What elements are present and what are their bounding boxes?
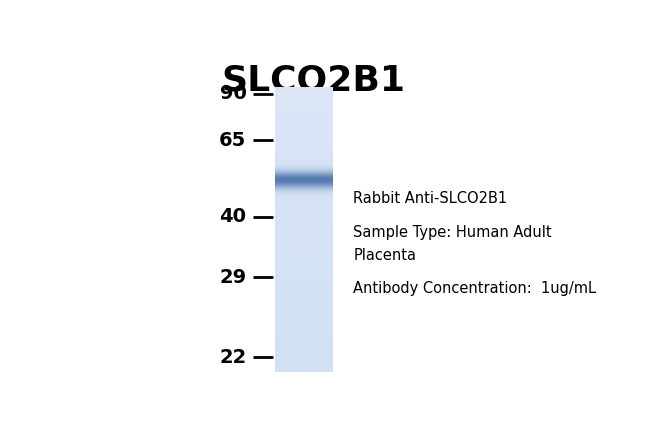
Text: Antibody Concentration:  1ug/mL: Antibody Concentration: 1ug/mL bbox=[354, 281, 596, 296]
Text: 40: 40 bbox=[220, 207, 246, 226]
Text: SLCO2B1: SLCO2B1 bbox=[221, 64, 405, 97]
Text: 29: 29 bbox=[219, 268, 246, 287]
Text: 22: 22 bbox=[219, 348, 246, 366]
Text: Rabbit Anti-SLCO2B1: Rabbit Anti-SLCO2B1 bbox=[354, 191, 508, 206]
Text: Placenta: Placenta bbox=[354, 248, 416, 263]
Text: Sample Type: Human Adult: Sample Type: Human Adult bbox=[354, 224, 552, 239]
Text: 65: 65 bbox=[219, 131, 246, 150]
Text: 90: 90 bbox=[220, 84, 246, 103]
